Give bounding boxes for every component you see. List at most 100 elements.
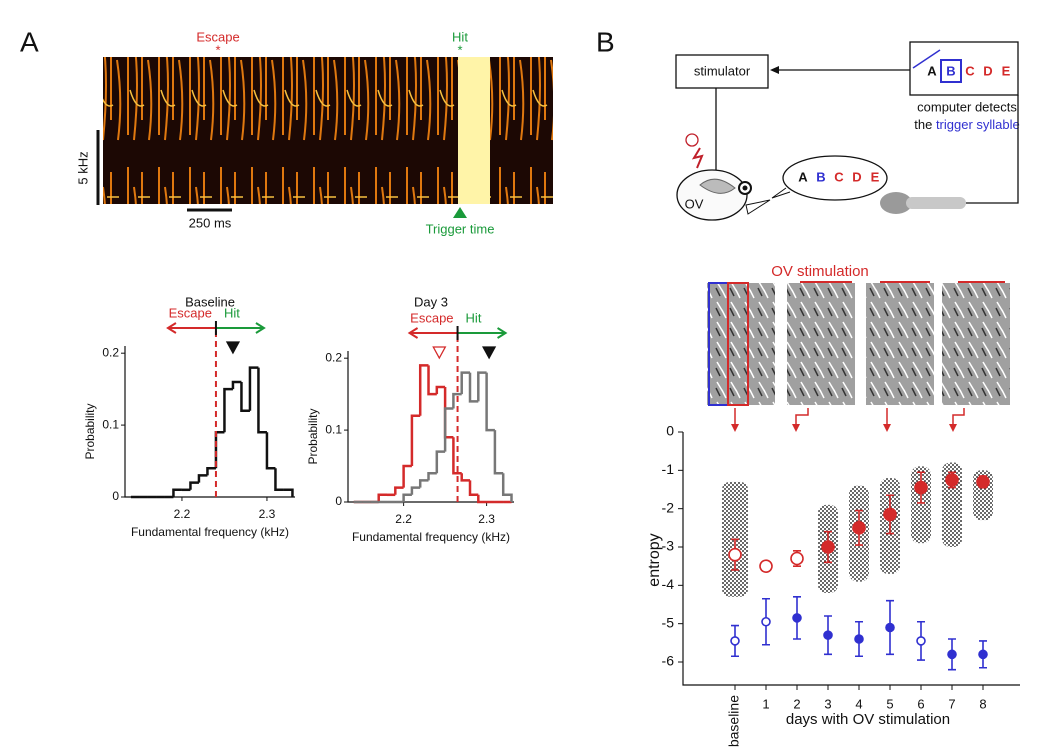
histogram-step: [240, 381, 250, 412]
microphone-head: [880, 192, 912, 214]
histogram-step: [206, 466, 216, 476]
bird-head: [676, 169, 748, 221]
hit-label: Hit: [466, 310, 482, 325]
sonogram: [942, 283, 1010, 405]
syllable: A: [798, 169, 808, 184]
x-tick-label: 2.3: [259, 507, 276, 521]
mean-marker: [792, 613, 802, 623]
y-tick-label: 0: [112, 489, 119, 503]
histogram-step: [427, 365, 437, 396]
chart-title: Baseline: [185, 294, 235, 309]
y-tick-label: 0.2: [102, 345, 119, 359]
syllable: E: [1002, 63, 1011, 78]
bird-beak: [745, 199, 771, 215]
mean-marker: [728, 547, 742, 562]
hit-label: Hit: [224, 305, 240, 320]
marker-triangle: [482, 346, 497, 360]
mean-marker: [978, 649, 988, 660]
syllable: D: [983, 63, 992, 78]
escape-label: Escape: [410, 310, 453, 325]
histogram-step: [248, 366, 259, 411]
histogram-step: [377, 493, 388, 502]
histogram-step: [283, 488, 294, 497]
escape-arrow: [166, 322, 216, 334]
mean-marker: [790, 551, 804, 566]
x-axis-label: Fundamental frequency (kHz): [352, 530, 510, 544]
mean-marker: [916, 636, 926, 646]
electrode-icon: [685, 133, 699, 147]
marker-triangle: [432, 346, 447, 360]
time-scale-label: 250 ms: [189, 215, 232, 230]
escape-marker: *: [215, 42, 220, 57]
histogram-step: [443, 407, 454, 452]
hit-marker: *: [457, 42, 462, 57]
histogram-step: [468, 480, 479, 497]
syllable: A: [927, 63, 937, 78]
y-tick-label: 0.1: [325, 422, 342, 436]
x-tick-label: 2.2: [174, 507, 191, 521]
caption-trigger: trigger syllable: [936, 117, 1020, 132]
bird-pupil: [742, 185, 748, 191]
mean-marker: [854, 634, 864, 644]
y-tick-label: 0.1: [102, 417, 119, 431]
sonogram: [707, 283, 775, 405]
panel-label: B: [596, 26, 615, 57]
marker-triangle: [225, 341, 241, 355]
histogram-step: [460, 473, 471, 482]
histogram-step: [410, 414, 421, 467]
y-tick-label: -6: [662, 653, 675, 669]
histogram-step: [452, 392, 462, 409]
stimulator-label: stimulator: [694, 63, 751, 78]
histogram-step: [485, 372, 495, 432]
chart-title: Day 3: [414, 294, 448, 309]
microphone-body: [906, 197, 966, 209]
arrowhead: [770, 66, 779, 74]
mean-marker: [883, 507, 897, 522]
bird-brain: [699, 178, 736, 194]
mean-marker: [947, 649, 957, 660]
y-tick-label: -4: [662, 576, 675, 592]
escape-label: Escape: [196, 29, 239, 44]
panel-label: A: [20, 26, 39, 57]
hit-arrow: [457, 327, 508, 339]
histogram-step: [274, 468, 284, 492]
syllable: C: [965, 63, 975, 78]
x-tick-label: 2: [793, 696, 800, 711]
syllable: B: [946, 63, 955, 78]
histogram-step: [435, 385, 446, 395]
histogram-step: [223, 387, 233, 433]
y-axis-label: Probability: [83, 403, 97, 459]
mean-marker: [761, 616, 771, 627]
histogram-step: [257, 367, 267, 434]
lightning-icon: [691, 147, 704, 169]
histogram-step: [402, 464, 412, 488]
trigger-box: [940, 59, 962, 83]
histogram-step: [493, 430, 504, 475]
detector-line: [912, 49, 941, 69]
histogram-step: [197, 474, 208, 483]
histogram-step: [418, 364, 429, 416]
histogram-step: [265, 432, 276, 470]
axes: [124, 346, 295, 498]
sonogram: [866, 283, 934, 405]
y-tick-label: 0: [335, 494, 342, 508]
stimulator-box: [675, 54, 769, 89]
y-tick-label: -2: [662, 499, 675, 515]
mean-marker: [885, 622, 895, 633]
histogram-step: [231, 380, 242, 390]
histogram-step: [501, 473, 513, 502]
sonogram: [787, 283, 855, 405]
x-tick-label: 5: [886, 696, 893, 711]
y-tick-label: -5: [662, 614, 675, 630]
x-axis-label: Fundamental frequency (kHz): [131, 525, 289, 539]
caption-word: the: [914, 117, 932, 132]
y-tick-label: -3: [662, 538, 675, 554]
mean-marker: [759, 559, 773, 573]
freq-scale-label: 5 kHz: [75, 151, 90, 184]
mean-marker: [821, 540, 835, 554]
x-tick-label: baseline: [726, 695, 742, 747]
arrowhead: [731, 424, 957, 432]
trigger-highlight: [458, 57, 490, 204]
hit-label: Hit: [452, 29, 468, 44]
